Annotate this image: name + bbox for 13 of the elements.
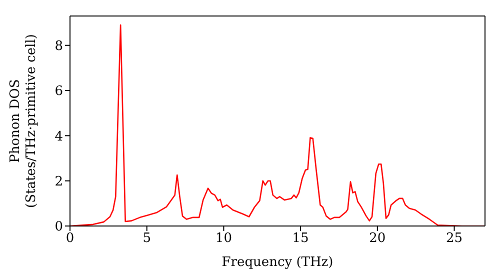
y-axis-title: Phonon DOS (States/THz·primitive cell) <box>8 34 39 208</box>
x-tick-label: 20 <box>369 231 386 246</box>
x-tick-label: 15 <box>292 231 309 246</box>
x-tick-label: 5 <box>142 231 151 246</box>
y-tick-label: 8 <box>54 38 63 54</box>
y-tick-label: 6 <box>54 84 63 100</box>
x-tick-label: 10 <box>215 231 232 246</box>
x-axis-title: Frequency (THz) <box>222 255 334 270</box>
y-tick-label: 2 <box>54 174 63 190</box>
x-tick-label: 25 <box>446 231 463 246</box>
y-tick-label: 0 <box>54 220 63 235</box>
x-tick-label: 0 <box>66 231 74 246</box>
y-tick-label: 4 <box>54 129 63 144</box>
